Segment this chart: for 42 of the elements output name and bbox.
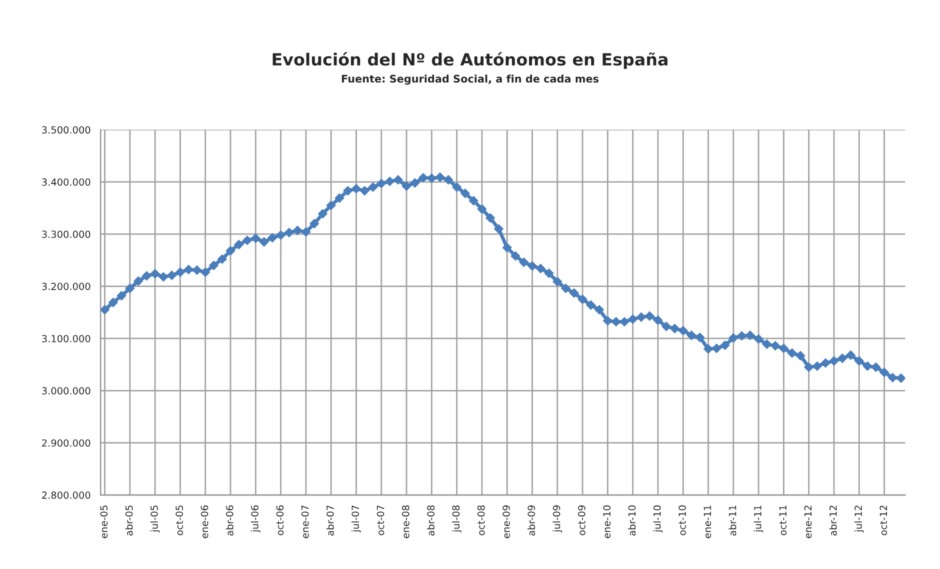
x-tick-label: abr-10: [628, 505, 636, 536]
x-tick-label: oct-08: [477, 505, 485, 536]
x-tick-label: abr-11: [728, 506, 736, 536]
x-tick-label: oct-10: [678, 505, 686, 536]
x-tick-label: jul-11: [754, 506, 764, 532]
y-tick-label: 3.100.000: [42, 334, 90, 342]
x-tick-label: ene-07: [301, 506, 309, 538]
y-tick-label: 3.200.000: [42, 282, 90, 290]
x-tick-label: jul-06: [250, 505, 260, 532]
y-tick-label: 3.300.000: [42, 230, 90, 238]
y-tick-label: 3.400.000: [42, 178, 90, 186]
x-tick-label: jul-10: [653, 505, 663, 532]
x-tick-label: oct-06: [276, 505, 284, 536]
x-tick-label: jul-09: [552, 505, 562, 532]
x-tick-label: oct-11: [779, 506, 787, 536]
chart-title: Evolución del Nº de Autónomos en España: [272, 52, 668, 69]
x-tick-label: ene-09: [502, 505, 510, 538]
x-tick-label: oct-05: [176, 506, 184, 536]
x-tick-label: ene-11: [704, 506, 712, 538]
x-tick-label: jul-05: [150, 506, 160, 532]
y-tick-label: 3.500.000: [42, 126, 90, 134]
y-tick-label: 2.800.000: [42, 492, 90, 499]
y-tick-label: 2.900.000: [42, 439, 90, 447]
x-tick-label: abr-06: [226, 505, 234, 536]
x-tick-label: abr-07: [326, 506, 334, 536]
x-tick-label: jul-07: [352, 506, 361, 532]
x-tick-label: ene-12: [804, 506, 812, 538]
x-tick-label: oct-09: [578, 505, 586, 536]
y-tick-label: 3.000.000: [42, 387, 90, 394]
x-tick-label: ene-06: [200, 505, 208, 538]
x-tick-label: ene-08: [402, 505, 410, 538]
x-tick-label: ene-10: [603, 505, 610, 538]
x-tick-label: abr-05: [125, 506, 133, 536]
x-tick-label: jul-08: [452, 505, 462, 532]
x-tick-label: ene-05: [100, 506, 108, 538]
x-tick-label: abr-08: [426, 505, 434, 536]
x-tick-label: oct-07: [376, 506, 384, 536]
x-tick-label: abr-12: [829, 506, 837, 536]
x-tick-label: abr-09: [528, 505, 536, 536]
x-tick-label: jul-12: [854, 506, 864, 532]
chart-subtitle: Fuente: Seguridad Social, a fin de cada mes: [342, 74, 599, 85]
x-tick-label: oct-12: [880, 506, 888, 536]
